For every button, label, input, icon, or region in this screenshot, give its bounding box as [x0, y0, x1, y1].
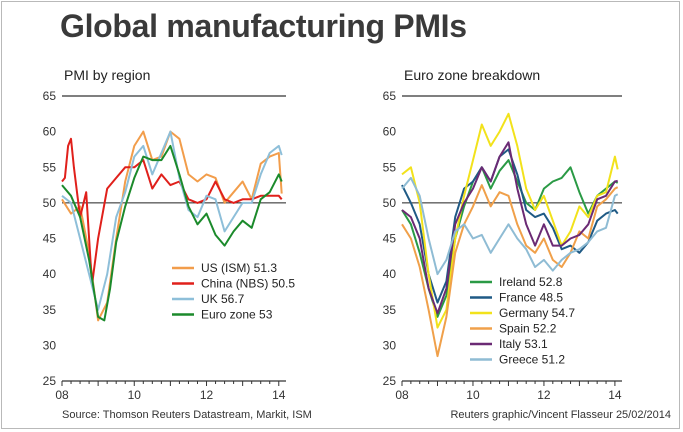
chart2-legend-label: France 48.5: [499, 291, 563, 305]
chart1-title: PMI by region: [64, 67, 150, 83]
chart2-y-tick-label: 65: [383, 89, 397, 103]
chart2-x-tick-label: 08: [395, 388, 409, 402]
chart1-y-tick-label: 65: [43, 89, 57, 103]
chart2-series-germany: [401, 112, 619, 329]
chart1-y-tick-label: 35: [43, 303, 57, 317]
chart1-legend-label: UK 56.7: [201, 292, 245, 306]
chart1-y-tick-label: 45: [43, 232, 57, 246]
chart2-y-tick-label: 40: [383, 267, 397, 281]
chart2-y-tick-label: 50: [383, 196, 397, 210]
chart1-series-uk: [61, 130, 283, 311]
chart1-x-tick-label: 12: [200, 388, 214, 402]
chart2-legend-label: Spain 52.2: [499, 322, 557, 336]
credit-note: Reuters graphic/Vincent Flasseur 25/02/2…: [450, 409, 671, 421]
chart1-y-tick-label: 60: [43, 125, 57, 139]
chart2-title: Euro zone breakdown: [404, 67, 540, 83]
chart2-series-spain: [401, 184, 619, 358]
chart2-legend-label: Germany 54.7: [499, 306, 575, 320]
chart2-x-tick-label: 12: [537, 388, 551, 402]
chart2-x-tick-label: 10: [466, 388, 480, 402]
chart1-series-euro-zone: [61, 144, 283, 322]
chart2-y-tick-label: 35: [383, 303, 397, 317]
chart2-y-tick-label: 55: [383, 160, 397, 174]
chart1-y-tick-label: 25: [43, 374, 57, 388]
chart2-series-italy: [401, 141, 618, 315]
chart1-x-tick-label: 08: [55, 388, 69, 402]
chart1-legend-label: China (NBS) 50.5: [201, 277, 295, 291]
chart2-x-tick-label: 14: [608, 388, 622, 402]
main-title: Global manufacturing PMIs: [60, 8, 467, 44]
chart2-y-tick-label: 25: [383, 374, 397, 388]
chart1-y-tick-label: 30: [43, 338, 57, 352]
chart1-series-china-nbs: [61, 137, 283, 286]
chart1-x-tick-label: 10: [128, 388, 142, 402]
chart2-legend-label: Ireland 52.8: [499, 275, 563, 289]
chart2-y-tick-label: 30: [383, 338, 397, 352]
chart2-series-greece: [401, 176, 619, 276]
chart2-y-tick-label: 45: [383, 232, 397, 246]
chart1-y-tick-label: 55: [43, 160, 57, 174]
source-note: Source: Thomson Reuters Datastream, Mark…: [62, 409, 312, 421]
chart1-x-tick-label: 14: [272, 388, 286, 402]
chart1-legend-label: Euro zone 53: [201, 308, 273, 322]
chart1-y-tick-label: 50: [43, 196, 57, 210]
chart1-legend-label: US (ISM) 51.3: [201, 261, 277, 275]
chart1-y-tick-label: 40: [43, 267, 57, 281]
chart2-legend-label: Italy 53.1: [499, 337, 548, 351]
chart2-y-tick-label: 60: [383, 125, 397, 139]
chart2-legend-label: Greece 51.2: [499, 353, 565, 367]
